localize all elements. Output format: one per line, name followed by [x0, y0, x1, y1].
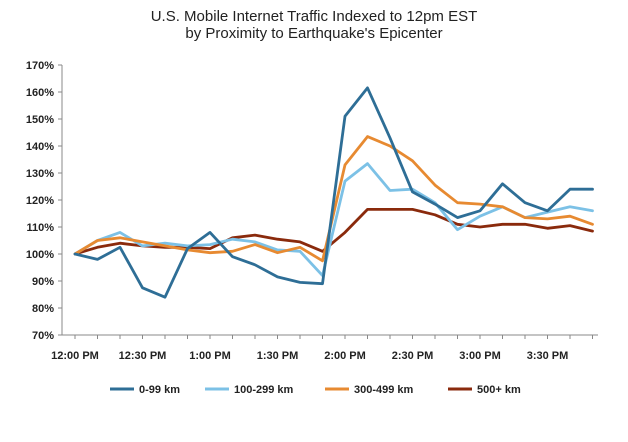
legend-label: 500+ km [477, 384, 521, 396]
plot-area: 70% 80% 90% 100% 110% 120% 130% 140% 150% 160% 170… [26, 60, 598, 362]
x-tick-label: 12:00 PM [51, 350, 99, 362]
y-tick-label: 110% [26, 222, 54, 234]
chart-subtitle: by Proximity to Earthquake's Epicenter [185, 25, 442, 42]
series-line-1 [73, 162, 594, 278]
y-tick-label: 120% [26, 195, 54, 207]
series-line-3 [73, 207, 594, 256]
x-tick-label: 3:30 PM [527, 350, 569, 362]
series-line-2 [73, 135, 594, 263]
y-tick-label: 170% [26, 60, 54, 72]
x-tick-label: 2:30 PM [392, 350, 434, 362]
y-tick-label: 160% [26, 87, 54, 99]
y-tick-label: 140% [26, 141, 54, 153]
series-line-0 [73, 86, 594, 299]
legend-label: 300-499 km [354, 384, 414, 396]
y-tick-label: 150% [26, 114, 54, 126]
legend: 0-99 km 100-299 km 300-499 km 500+ km [110, 384, 521, 396]
y-tick-label: 80% [32, 303, 54, 315]
x-tick-label: 1:00 PM [189, 350, 231, 362]
y-tick-label: 90% [32, 276, 54, 288]
y-tick-label: 100% [26, 249, 54, 261]
x-tick-label: 1:30 PM [257, 350, 299, 362]
x-tick-label: 2:00 PM [324, 350, 366, 362]
x-tick-label: 3:00 PM [459, 350, 501, 362]
x-tick-label: 12:30 PM [119, 350, 167, 362]
legend-label: 0-99 km [139, 384, 180, 396]
legend-label: 100-299 km [234, 384, 294, 396]
y-tick-label: 70% [32, 330, 54, 342]
y-tick-label: 130% [26, 168, 54, 180]
chart-title: U.S. Mobile Internet Traffic Indexed to … [151, 8, 478, 25]
